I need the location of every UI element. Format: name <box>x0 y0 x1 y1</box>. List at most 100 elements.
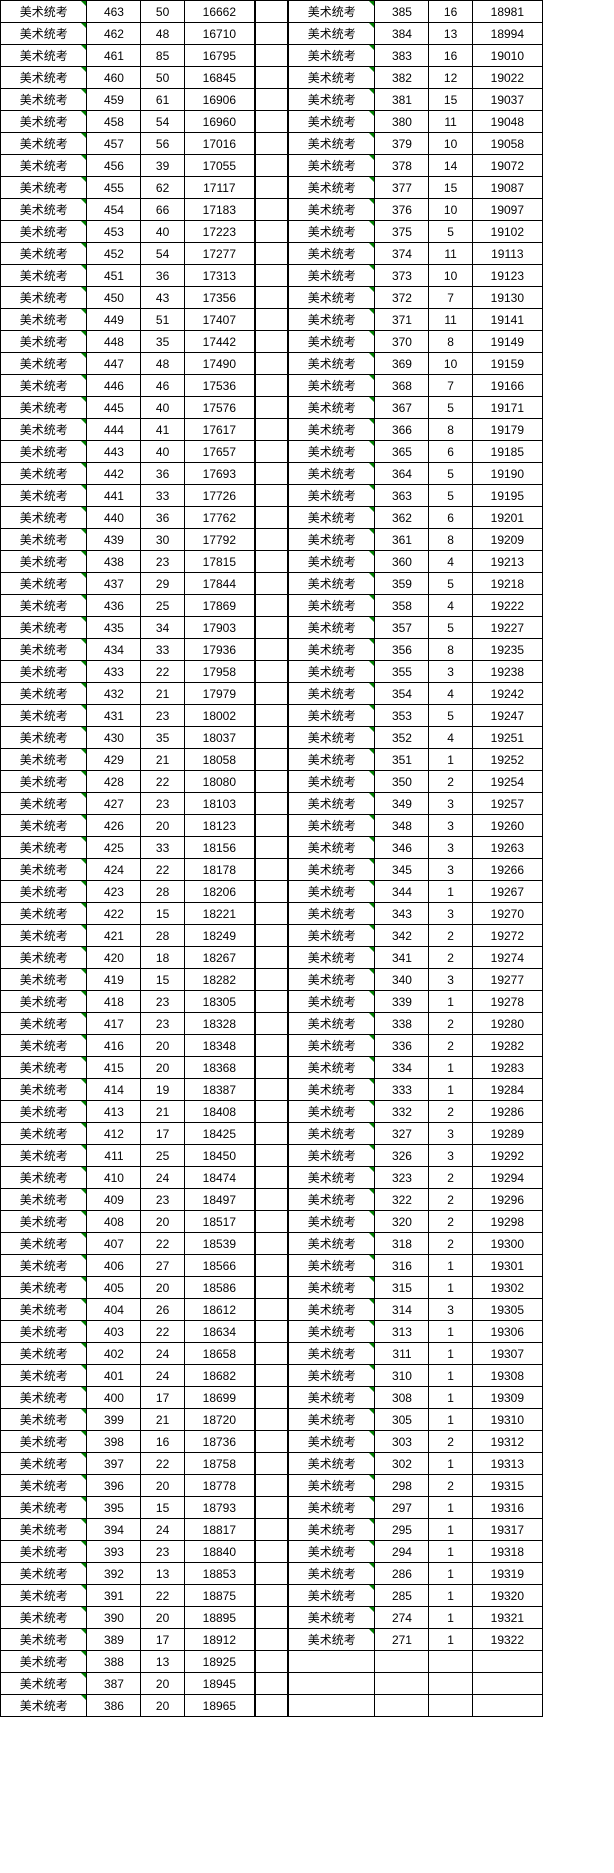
spacer-cell <box>256 1673 288 1695</box>
category-cell: 美术统考 <box>1 661 87 683</box>
table-row: 美术统考354419242 <box>289 683 543 705</box>
count-cell: 3 <box>429 903 472 925</box>
score-cell: 438 <box>87 551 141 573</box>
category-cell <box>289 1695 375 1717</box>
cumulative-cell: 19257 <box>472 793 542 815</box>
table-row: 美术统考4444117617 <box>1 419 255 441</box>
count-cell: 56 <box>141 133 184 155</box>
table-row: 美术统考352419251 <box>289 727 543 749</box>
cumulative-cell: 17490 <box>184 353 254 375</box>
count-cell: 33 <box>141 639 184 661</box>
count-cell <box>429 1651 472 1673</box>
count-cell: 7 <box>429 287 472 309</box>
score-cell: 445 <box>87 397 141 419</box>
spacer-cell <box>256 1629 288 1651</box>
spacer-cell <box>256 1651 288 1673</box>
cumulative-cell: 18994 <box>472 23 542 45</box>
count-cell: 61 <box>141 89 184 111</box>
table-row <box>256 463 288 485</box>
spacer-cell <box>256 617 288 639</box>
score-cell: 456 <box>87 155 141 177</box>
count-cell: 1 <box>429 1541 472 1563</box>
count-cell: 40 <box>141 397 184 419</box>
count-cell <box>429 1695 472 1717</box>
table-row <box>256 1563 288 1585</box>
category-cell: 美术统考 <box>1 1123 87 1145</box>
count-cell: 5 <box>429 221 472 243</box>
spacer-cell <box>256 793 288 815</box>
category-cell: 美术统考 <box>1 1343 87 1365</box>
cumulative-cell: 18450 <box>184 1145 254 1167</box>
score-cell: 396 <box>87 1475 141 1497</box>
score-cell: 350 <box>375 771 429 793</box>
category-cell: 美术统考 <box>1 1629 87 1651</box>
score-cell: 322 <box>375 1189 429 1211</box>
cumulative-cell: 19242 <box>472 683 542 705</box>
category-cell: 美术统考 <box>1 463 87 485</box>
count-cell: 5 <box>429 485 472 507</box>
count-cell: 17 <box>141 1629 184 1651</box>
table-row: 美术统考3811519037 <box>289 89 543 111</box>
category-cell: 美术统考 <box>289 1013 375 1035</box>
spacer-cell <box>256 727 288 749</box>
cumulative-cell: 19284 <box>472 1079 542 1101</box>
table-row <box>256 1607 288 1629</box>
table-row: 美术统考3912218875 <box>1 1585 255 1607</box>
count-cell: 1 <box>429 749 472 771</box>
count-cell: 3 <box>429 969 472 991</box>
score-cell: 386 <box>87 1695 141 1717</box>
cumulative-cell: 17979 <box>184 683 254 705</box>
count-cell: 23 <box>141 551 184 573</box>
count-cell: 24 <box>141 1519 184 1541</box>
score-cell: 334 <box>375 1057 429 1079</box>
score-cell: 346 <box>375 837 429 859</box>
score-cell: 424 <box>87 859 141 881</box>
table-row: 美术统考4012418682 <box>1 1365 255 1387</box>
table-row: 美术统考4513617313 <box>1 265 255 287</box>
count-cell: 16 <box>429 45 472 67</box>
cumulative-cell: 16906 <box>184 89 254 111</box>
table-row: 美术统考286119319 <box>289 1563 543 1585</box>
score-cell: 463 <box>87 1 141 23</box>
cumulative-cell: 19213 <box>472 551 542 573</box>
spacer-cell <box>256 1475 288 1497</box>
cumulative-cell: 16710 <box>184 23 254 45</box>
count-cell: 28 <box>141 925 184 947</box>
count-cell: 13 <box>429 23 472 45</box>
count-cell: 21 <box>141 683 184 705</box>
count-cell: 4 <box>429 551 472 573</box>
score-cell: 349 <box>375 793 429 815</box>
table-row <box>256 353 288 375</box>
count-cell: 40 <box>141 221 184 243</box>
table-row: 美术统考353519247 <box>289 705 543 727</box>
score-cell: 323 <box>375 1167 429 1189</box>
cumulative-cell: 17657 <box>184 441 254 463</box>
cumulative-cell: 19141 <box>472 309 542 331</box>
table-row: 美术统考4191518282 <box>1 969 255 991</box>
category-cell: 美术统考 <box>289 1 375 23</box>
table-row: 美术统考3951518793 <box>1 1497 255 1519</box>
score-cell: 359 <box>375 573 429 595</box>
cumulative-cell: 17576 <box>184 397 254 419</box>
table-row <box>256 1387 288 1409</box>
count-cell: 2 <box>429 1211 472 1233</box>
count-cell: 2 <box>429 1189 472 1211</box>
table-row: 美术统考4201818267 <box>1 947 255 969</box>
category-cell: 美术统考 <box>289 1519 375 1541</box>
score-cell: 358 <box>375 595 429 617</box>
table-row <box>256 1629 288 1651</box>
cumulative-cell: 17844 <box>184 573 254 595</box>
category-cell: 美术统考 <box>289 903 375 925</box>
table-row <box>289 1651 543 1673</box>
count-cell: 1 <box>429 1343 472 1365</box>
score-cell: 383 <box>375 45 429 67</box>
spacer-cell <box>256 683 288 705</box>
score-cell: 369 <box>375 353 429 375</box>
category-cell: 美术统考 <box>289 463 375 485</box>
table-row <box>256 1233 288 1255</box>
count-cell: 5 <box>429 397 472 419</box>
count-cell: 20 <box>141 1695 184 1717</box>
category-cell: 美术统考 <box>1 529 87 551</box>
category-cell: 美术统考 <box>1 1607 87 1629</box>
table-row <box>256 661 288 683</box>
